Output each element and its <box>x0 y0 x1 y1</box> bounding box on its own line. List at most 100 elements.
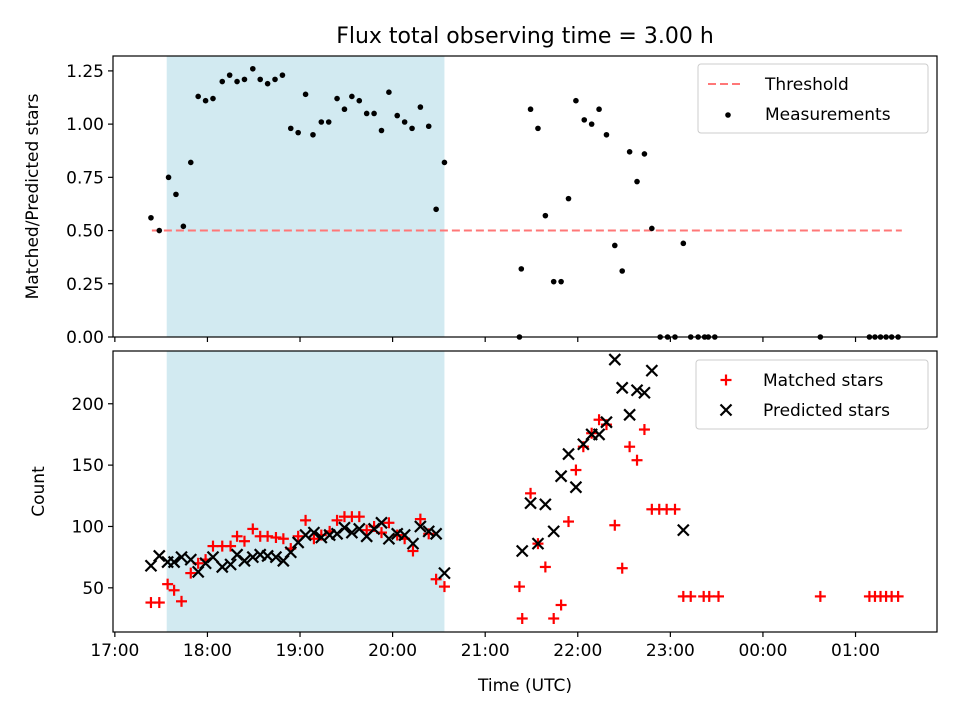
ratio-tick-label: 0.00 <box>66 328 104 348</box>
measurement-point <box>156 227 163 234</box>
measurement-point <box>257 76 264 83</box>
measurement-point <box>363 110 370 117</box>
predicted-star-point <box>638 386 651 399</box>
matched-star-point <box>548 613 560 625</box>
predicted-star-point-b <box>539 498 552 511</box>
time-tick-label: 00:00 <box>738 641 787 661</box>
measurement-point <box>394 112 401 119</box>
matched-star-point <box>225 540 237 552</box>
count-legend-box <box>695 359 929 430</box>
predicted-star-point-b <box>269 550 283 564</box>
measurement-point <box>250 65 256 72</box>
count-tick-label: 150 <box>72 456 104 476</box>
predicted-star-point-b <box>206 550 220 564</box>
ratio-tick-label: 1.25 <box>66 62 104 82</box>
measurement-point <box>425 123 432 130</box>
predicted-star-point-b <box>562 447 575 461</box>
predicted-star-point-b <box>175 550 188 564</box>
matched-star-point <box>570 464 582 476</box>
measurement-point <box>634 178 640 185</box>
predicted-star-point <box>547 525 560 538</box>
measurement-point <box>219 78 226 85</box>
predicted-star-point <box>569 480 583 494</box>
predicted-star-point <box>224 558 237 571</box>
matched-star-point <box>892 590 904 602</box>
measurement-point <box>195 93 201 100</box>
matched-star-point <box>270 532 282 544</box>
measurement-point <box>180 223 187 230</box>
ratio-panel-frame <box>112 55 938 338</box>
matched-star-point <box>168 584 180 596</box>
predicted-star-point <box>600 415 613 429</box>
predicted-star-point-b <box>284 545 298 559</box>
predicted-star-point <box>554 469 568 483</box>
predicted-star-point-b <box>352 522 366 536</box>
predicted-star-point-b <box>230 548 244 561</box>
matched-star-point <box>292 530 304 542</box>
predicted-star-point <box>206 550 220 564</box>
predicted-star-point <box>338 521 351 534</box>
predicted-star-point-b <box>238 554 251 568</box>
matched-star-point <box>176 595 188 607</box>
legend-matched-marker <box>720 374 732 386</box>
measurement-point <box>573 97 579 104</box>
matched-star-point <box>185 567 197 579</box>
matched-star-point <box>624 441 636 453</box>
matched-star-point <box>438 581 450 593</box>
measurement-point <box>409 125 415 132</box>
measurement-points <box>148 65 901 340</box>
count-panel: 50 100 150 200 17:00 18:00 19:00 20:00 21:00 22:0… <box>29 350 938 696</box>
predicted-star-point-b <box>215 560 229 574</box>
predicted-star-point <box>406 537 420 550</box>
predicted-star-point <box>615 381 629 395</box>
matched-star-point <box>669 503 681 515</box>
measurement-point <box>596 106 602 113</box>
legend-predicted-swatch <box>719 403 733 417</box>
measurement-point <box>325 119 332 125</box>
predicted-star-point-b <box>569 480 583 494</box>
matched-star-point <box>238 535 250 547</box>
legend-threshold-label: Threshold <box>764 75 849 95</box>
matched-star-point <box>525 487 537 499</box>
measurement-point <box>603 131 610 138</box>
predicted-star-point <box>345 526 359 539</box>
predicted-star-point <box>238 554 251 568</box>
measurement-point <box>341 106 348 113</box>
measurement-point <box>279 72 286 78</box>
measurement-point <box>588 121 595 127</box>
matched-star-point <box>513 581 525 593</box>
ratio-tick-label: 1.00 <box>66 115 104 135</box>
predicted-star-point <box>608 353 622 366</box>
predicted-star-point-b <box>422 525 435 538</box>
predicted-star-point-b <box>515 544 529 558</box>
time-tick-label: 17:00 <box>90 641 139 661</box>
time-tick-label: 21:00 <box>461 641 510 661</box>
predicted-star-point-b <box>299 528 312 542</box>
time-tick-label: 19:00 <box>276 641 325 661</box>
measurement-point <box>581 117 588 123</box>
predicted-star-point-b <box>645 364 659 377</box>
predicted-star-point <box>645 364 659 377</box>
ratio-tick-label: 0.75 <box>66 168 104 188</box>
predicted-star-point-b <box>615 381 629 395</box>
matched-star-point <box>703 590 715 602</box>
predicted-star-point-b <box>375 516 388 530</box>
matched-star-point <box>153 597 165 609</box>
predicted-star-point-b <box>414 520 427 533</box>
matched-star-point <box>555 599 567 611</box>
measurement-point <box>527 106 534 113</box>
legend-predicted-label: Predicted stars <box>763 401 890 421</box>
matched-star-point <box>277 533 289 545</box>
matched-star-point <box>231 530 243 542</box>
measurement-point <box>401 119 408 125</box>
measurement-point <box>356 97 363 104</box>
measurement-point <box>302 91 309 98</box>
predicted-star-point-b <box>531 537 545 550</box>
predicted-star-point <box>438 566 451 580</box>
predicted-star-point <box>167 555 181 569</box>
predicted-star-point <box>630 383 644 397</box>
predicted-star-point <box>539 498 552 511</box>
measurement-point <box>386 89 392 95</box>
predicted-star-point <box>623 408 636 422</box>
measurement-point <box>378 127 385 134</box>
